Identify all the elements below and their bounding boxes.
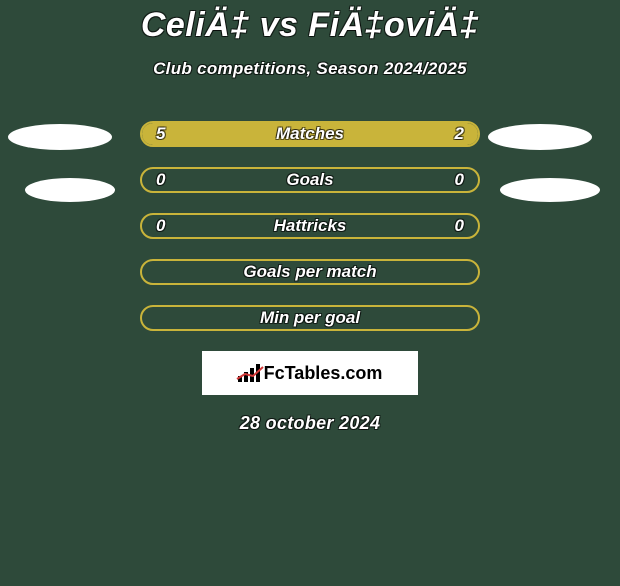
logo-bar-icon — [244, 372, 248, 382]
stat-label: Goals per match — [142, 262, 478, 282]
logo-bars-icon — [238, 364, 260, 382]
player1-photo-placeholder — [25, 178, 115, 202]
logo-bar-icon — [250, 368, 254, 382]
stat-label: Matches — [142, 124, 478, 144]
stat-label: Goals — [142, 170, 478, 190]
comparison-subtitle: Club competitions, Season 2024/2025 — [0, 59, 620, 79]
stat-bars: Matches52Goals00Hattricks00Goals per mat… — [0, 121, 620, 331]
player1-photo-placeholder — [8, 124, 112, 150]
logo-text: FcTables.com — [264, 363, 383, 384]
fctables-logo: FcTables.com — [202, 351, 418, 395]
stat-row: Goals per match — [140, 259, 480, 285]
stat-value-player1: 0 — [156, 216, 165, 236]
stat-value-player1: 5 — [156, 124, 165, 144]
stat-value-player1: 0 — [156, 170, 165, 190]
stat-value-player2: 0 — [455, 170, 464, 190]
snapshot-date: 28 october 2024 — [0, 413, 620, 434]
logo-bar-icon — [256, 364, 260, 382]
logo-bar-icon — [238, 376, 242, 382]
stat-row: Hattricks0 0 — [140, 213, 480, 239]
stat-value-player2: 0 — [455, 216, 464, 236]
stat-row: Goals0 0 — [140, 167, 480, 193]
player2-photo-placeholder — [488, 124, 592, 150]
stat-value-player2: 2 — [455, 124, 464, 144]
stat-label: Hattricks — [142, 216, 478, 236]
stat-row: Matches5 2 — [140, 121, 480, 147]
comparison-title: CeliÄ‡ vs FiÄ‡oviÄ‡ — [0, 6, 620, 45]
stat-row: Min per goal — [140, 305, 480, 331]
player2-photo-placeholder — [500, 178, 600, 202]
stat-label: Min per goal — [142, 308, 478, 328]
